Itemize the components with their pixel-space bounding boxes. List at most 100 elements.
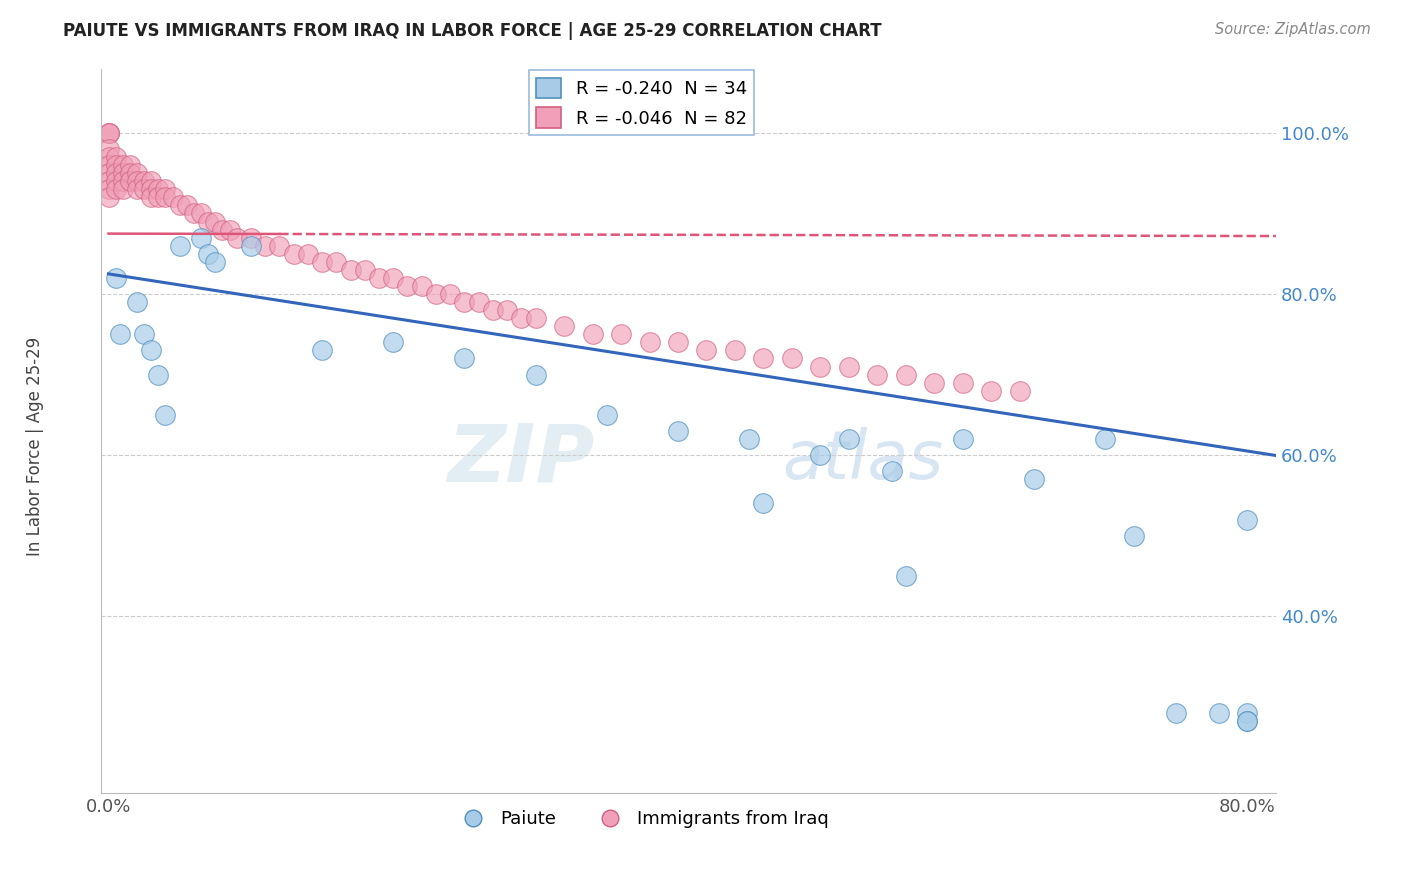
Point bbox=[104, 182, 127, 196]
Point bbox=[141, 182, 163, 196]
Point bbox=[111, 174, 134, 188]
Point bbox=[169, 238, 191, 252]
Point bbox=[1008, 384, 1031, 398]
Point bbox=[97, 126, 120, 140]
Point bbox=[524, 311, 547, 326]
Point bbox=[510, 311, 533, 326]
Point bbox=[1122, 528, 1144, 542]
Point bbox=[108, 327, 131, 342]
Point bbox=[1094, 432, 1116, 446]
Point bbox=[118, 166, 141, 180]
Point bbox=[482, 303, 505, 318]
Point bbox=[808, 448, 831, 462]
Point bbox=[297, 246, 319, 260]
Point bbox=[155, 190, 177, 204]
Point bbox=[808, 359, 831, 374]
Point bbox=[425, 287, 447, 301]
Point bbox=[183, 206, 205, 220]
Point bbox=[581, 327, 603, 342]
Point bbox=[952, 432, 974, 446]
Point bbox=[125, 174, 148, 188]
Point bbox=[894, 569, 917, 583]
Point bbox=[496, 303, 519, 318]
Point bbox=[752, 351, 775, 366]
Point bbox=[97, 182, 120, 196]
Point bbox=[269, 238, 291, 252]
Point bbox=[111, 182, 134, 196]
Point bbox=[155, 408, 177, 422]
Text: PAIUTE VS IMMIGRANTS FROM IRAQ IN LABOR FORCE | AGE 25-29 CORRELATION CHART: PAIUTE VS IMMIGRANTS FROM IRAQ IN LABOR … bbox=[63, 22, 882, 40]
Point bbox=[97, 142, 120, 156]
Point bbox=[311, 343, 333, 358]
Point bbox=[411, 279, 433, 293]
Point bbox=[553, 319, 575, 334]
Point bbox=[1236, 512, 1258, 526]
Point bbox=[125, 295, 148, 310]
Point bbox=[738, 432, 761, 446]
Point bbox=[254, 238, 277, 252]
Point bbox=[204, 214, 226, 228]
Point bbox=[1236, 706, 1258, 720]
Point bbox=[141, 190, 163, 204]
Point bbox=[97, 158, 120, 172]
Point bbox=[596, 408, 619, 422]
Point bbox=[148, 368, 170, 382]
Point bbox=[453, 295, 475, 310]
Point bbox=[155, 182, 177, 196]
Point bbox=[666, 424, 689, 438]
Point bbox=[104, 271, 127, 285]
Point bbox=[638, 335, 661, 350]
Point bbox=[148, 190, 170, 204]
Point bbox=[866, 368, 889, 382]
Point bbox=[204, 255, 226, 269]
Point bbox=[225, 230, 247, 244]
Point bbox=[752, 496, 775, 510]
Point bbox=[125, 182, 148, 196]
Text: ZIP: ZIP bbox=[447, 421, 595, 499]
Point bbox=[382, 335, 405, 350]
Point bbox=[97, 150, 120, 164]
Point bbox=[1166, 706, 1188, 720]
Point bbox=[132, 327, 155, 342]
Point bbox=[952, 376, 974, 390]
Point bbox=[141, 343, 163, 358]
Point bbox=[311, 255, 333, 269]
Point bbox=[695, 343, 717, 358]
Point bbox=[368, 271, 391, 285]
Point bbox=[1236, 714, 1258, 728]
Point bbox=[1236, 714, 1258, 728]
Point bbox=[980, 384, 1002, 398]
Point bbox=[97, 174, 120, 188]
Point bbox=[339, 263, 361, 277]
Point bbox=[283, 246, 305, 260]
Point bbox=[148, 182, 170, 196]
Point bbox=[724, 343, 747, 358]
Point bbox=[197, 214, 219, 228]
Point bbox=[325, 255, 347, 269]
Point bbox=[382, 271, 405, 285]
Point bbox=[125, 166, 148, 180]
Point bbox=[97, 126, 120, 140]
Point bbox=[97, 126, 120, 140]
Point bbox=[162, 190, 184, 204]
Point bbox=[111, 158, 134, 172]
Point bbox=[211, 222, 233, 236]
Point bbox=[190, 230, 212, 244]
Point bbox=[880, 464, 903, 478]
Text: atlas: atlas bbox=[783, 427, 943, 493]
Point bbox=[118, 174, 141, 188]
Point bbox=[838, 359, 860, 374]
Point bbox=[104, 166, 127, 180]
Text: Source: ZipAtlas.com: Source: ZipAtlas.com bbox=[1215, 22, 1371, 37]
Point bbox=[610, 327, 633, 342]
Point bbox=[97, 190, 120, 204]
Point bbox=[104, 174, 127, 188]
Point bbox=[467, 295, 489, 310]
Legend: Paiute, Immigrants from Iraq: Paiute, Immigrants from Iraq bbox=[447, 803, 837, 835]
Point bbox=[190, 206, 212, 220]
Point bbox=[111, 166, 134, 180]
Point bbox=[1022, 472, 1045, 486]
Point bbox=[666, 335, 689, 350]
Point bbox=[141, 174, 163, 188]
Point bbox=[169, 198, 191, 212]
